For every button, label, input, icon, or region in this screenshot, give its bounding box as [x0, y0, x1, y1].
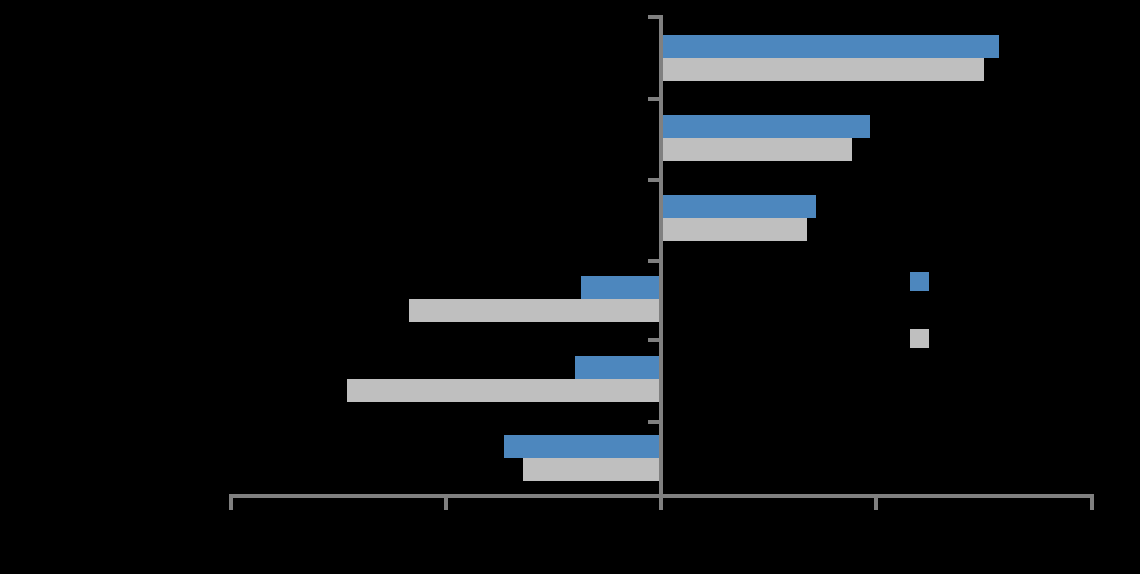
- legend-swatch-blue-series: [910, 272, 929, 291]
- value-axis-tick-1: [229, 494, 233, 510]
- bar-blue-group-1: [661, 35, 999, 58]
- bar-blue-group-5: [575, 356, 661, 379]
- category-axis-tick-2: [648, 97, 659, 101]
- value-axis-tick-2: [444, 494, 448, 510]
- bar-blue-group-3: [661, 195, 816, 218]
- category-axis-line: [659, 15, 663, 510]
- bar-gray-group-4: [409, 299, 661, 322]
- bar-gray-group-1: [661, 58, 984, 81]
- bar-gray-group-5: [347, 379, 661, 402]
- value-axis-line: [229, 494, 1094, 498]
- bar-gray-group-6: [523, 458, 661, 481]
- category-axis-tick-4: [648, 259, 659, 263]
- bar-blue-group-4: [581, 276, 661, 299]
- legend-swatch-gray-series: [910, 329, 929, 348]
- bar-gray-group-3: [661, 218, 808, 241]
- category-axis-tick-5: [648, 338, 659, 342]
- bar-blue-group-2: [661, 115, 870, 138]
- category-axis-tick-1: [648, 15, 659, 19]
- value-axis-tick-3: [874, 494, 878, 510]
- value-axis-tick-4: [1090, 494, 1094, 510]
- category-axis-tick-3: [648, 178, 659, 182]
- bar-gray-group-2: [661, 138, 853, 161]
- category-axis-tick-6: [648, 420, 659, 424]
- bar-blue-group-6: [504, 435, 661, 458]
